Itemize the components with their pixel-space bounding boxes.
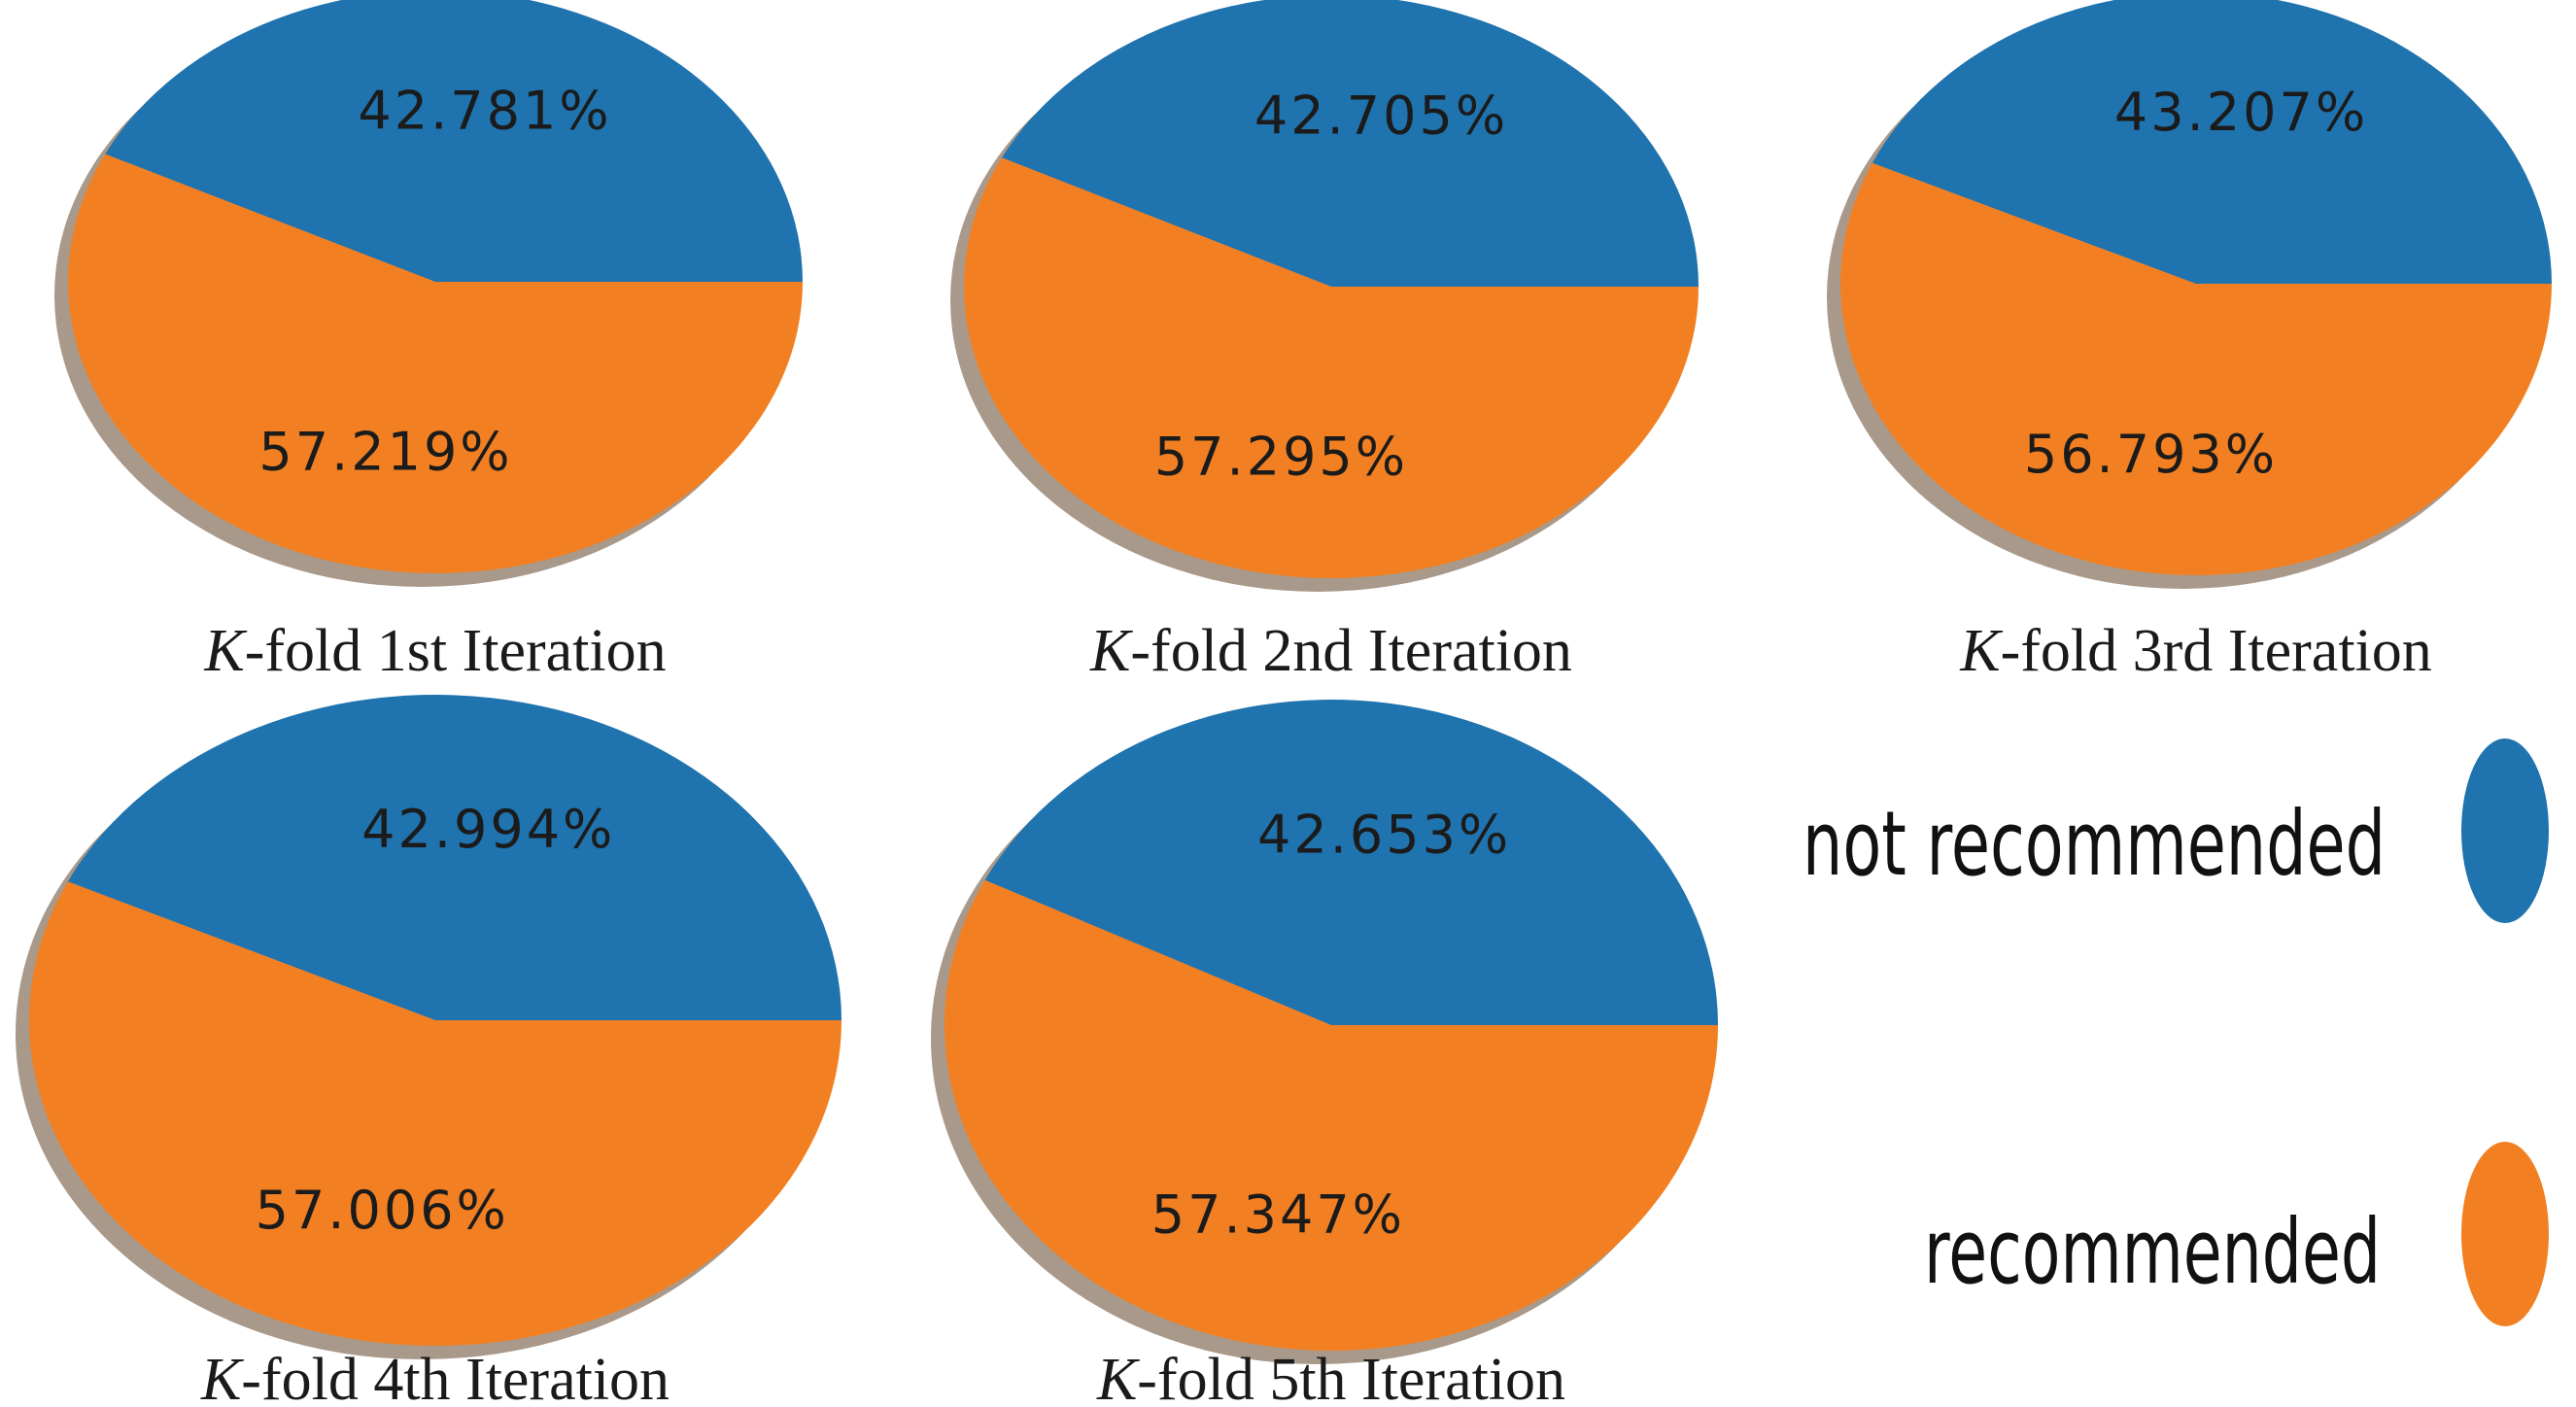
legend-swatch-not-recommended: [2461, 738, 2549, 923]
pie-slice-not-recommended: [105, 0, 803, 282]
pie-percent-label: 42.653%: [1257, 804, 1511, 865]
pie-slice-recommended: [28, 881, 841, 1347]
legend: not recommended recommended: [1803, 738, 2549, 1326]
pie-slice-recommended: [67, 154, 803, 574]
pie-slice-not-recommended: [1002, 0, 1699, 287]
pie-percent-label: 56.793%: [2024, 424, 2278, 485]
legend-label-recommended: recommended: [1924, 1200, 2381, 1304]
pie-chart-3: 43.207% 56.793% K-fold 3rd Iteration: [1827, 0, 2552, 684]
pie-chart-1: 42.781% 57.219% K-fold 1st Iteration: [54, 0, 803, 684]
pie-caption: K-fold 3rd Iteration: [1959, 618, 2432, 684]
pie-percent-label: 57.006%: [256, 1180, 509, 1241]
pie-slice-recommended: [1839, 162, 2552, 576]
pie-caption: K-fold 2nd Iteration: [1089, 618, 1572, 684]
pie-percent-label: 57.347%: [1151, 1184, 1405, 1246]
legend-swatch-recommended: [2461, 1142, 2549, 1326]
pie-percent-label: 42.994%: [361, 799, 615, 860]
pie-slice-not-recommended: [984, 700, 1718, 1025]
pie-caption: K-fold 1st Iteration: [203, 618, 666, 684]
pie-slice-recommended: [945, 879, 1718, 1351]
pie-slice-not-recommended: [1872, 0, 2552, 284]
pie-slice-recommended: [964, 157, 1699, 578]
pie-chart-5: 42.653% 57.347% K-fold 5th Iteration: [931, 700, 1718, 1407]
pie-percent-label: 57.295%: [1154, 426, 1408, 487]
pie-percent-label: 42.705%: [1254, 86, 1508, 147]
pie-percent-label: 43.207%: [2114, 82, 2368, 143]
pie-percent-label: 42.781%: [358, 81, 611, 142]
pie-slice-not-recommended: [67, 695, 841, 1020]
pie-chart-2: 42.705% 57.295% K-fold 2nd Iteration: [950, 0, 1699, 684]
pie-chart-4: 42.994% 57.006% K-fold 4th Iteration: [16, 695, 841, 1407]
pie-caption: K-fold 4th Iteration: [200, 1347, 670, 1407]
pie-percent-label: 57.219%: [258, 421, 512, 482]
pie-charts: 42.781% 57.219% K-fold 1st Iteration 42.705…: [16, 0, 2552, 1407]
pie-caption: K-fold 5th Iteration: [1096, 1347, 1565, 1407]
legend-label-not-recommended: not recommended: [1803, 792, 2386, 896]
